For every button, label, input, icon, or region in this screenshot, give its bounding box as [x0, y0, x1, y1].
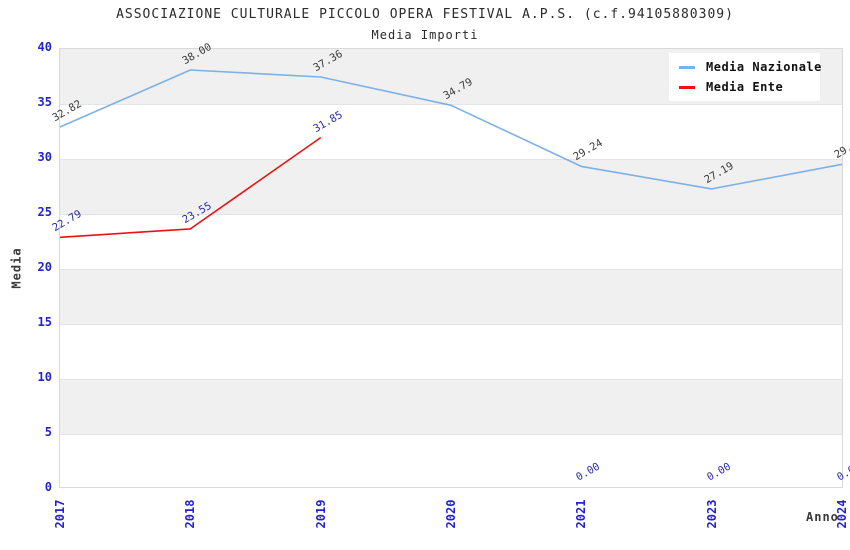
y-tick-label: 15	[37, 315, 52, 329]
y-tick-label: 40	[37, 40, 52, 54]
y-axis-label: Media	[9, 247, 24, 289]
chart-title: ASSOCIAZIONE CULTURALE PICCOLO OPERA FES…	[116, 7, 734, 22]
y-tick-label: 25	[37, 205, 52, 219]
grid-line	[60, 324, 842, 325]
y-tick-label: 0	[44, 480, 52, 494]
x-axis-label: Anno	[806, 510, 839, 524]
x-tick-label: 2021	[574, 499, 589, 529]
y-tick-label: 10	[37, 370, 52, 384]
y-tick-label: 5	[44, 425, 52, 439]
legend-label: Media Ente	[706, 80, 784, 94]
grid-line	[60, 159, 842, 160]
grid-band	[60, 269, 842, 324]
x-tick-label: 2020	[444, 499, 458, 529]
x-tick-label: 2019	[313, 499, 328, 529]
grid-line	[60, 379, 842, 380]
grid-band	[60, 159, 842, 214]
series-line-media-nazionale	[59, 69, 843, 190]
legend-box: Media Nazionale Media Ente	[669, 53, 821, 101]
plot-area	[59, 48, 843, 488]
y-tick-label: 30	[37, 150, 52, 164]
chart-subtitle: Media Importi	[371, 28, 479, 42]
x-tick-label: 2023	[704, 499, 719, 529]
legend-item: Media Nazionale	[679, 57, 821, 77]
y-tick-label: 35	[37, 95, 52, 109]
legend-line-icon	[679, 65, 695, 69]
grid-line	[60, 434, 842, 435]
grid-line	[60, 269, 842, 270]
grid-band	[60, 379, 842, 434]
legend-item: Media Ente	[679, 77, 810, 97]
series-line-media-ente	[59, 136, 322, 239]
grid-line	[60, 214, 842, 215]
y-tick-label: 20	[37, 260, 52, 274]
x-tick-label: 2017	[53, 499, 67, 529]
legend-label: Media Nazionale	[706, 60, 822, 74]
legend-line-icon	[679, 85, 695, 89]
x-tick-label: 2018	[183, 499, 198, 529]
